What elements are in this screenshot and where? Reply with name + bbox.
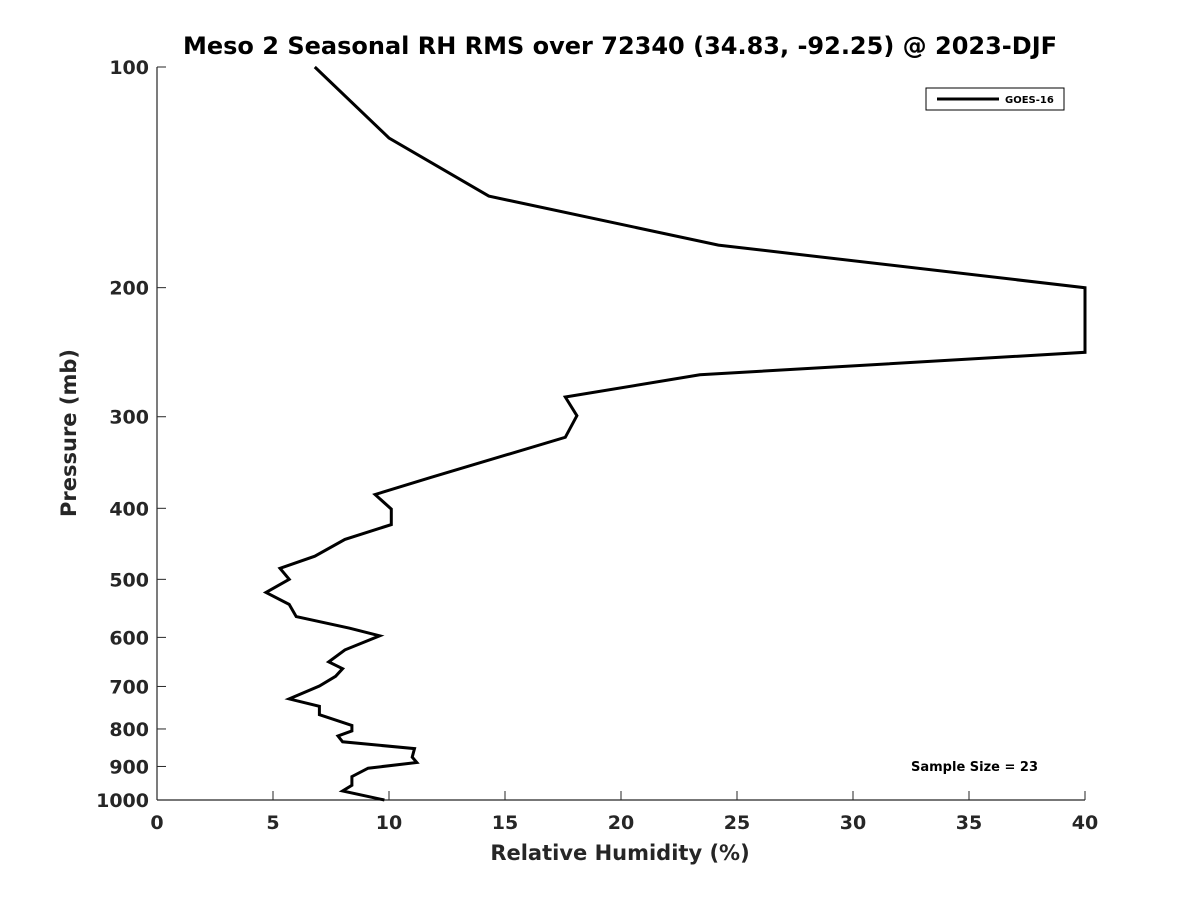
y-tick-label: 700: [109, 676, 149, 698]
y-tick-label: 300: [109, 407, 149, 429]
x-tick-label: 35: [956, 812, 982, 834]
legend-label-goes-16: GOES-16: [1005, 95, 1054, 106]
x-tick-label: 30: [840, 812, 866, 834]
y-tick-label: 400: [109, 498, 149, 520]
y-tick-label: 200: [109, 278, 149, 300]
y-tick-label: 500: [109, 569, 149, 591]
chart-title: Meso 2 Seasonal RH RMS over 72340 (34.83…: [183, 32, 1057, 60]
x-tick-label: 40: [1072, 812, 1098, 834]
x-axis-label: Relative Humidity (%): [490, 841, 749, 865]
sample-size-annotation: Sample Size = 23: [911, 760, 1038, 775]
x-tick-label: 25: [724, 812, 750, 834]
y-tick-label: 900: [109, 756, 149, 778]
y-axis-label: Pressure (mb): [57, 349, 81, 517]
y-tick-label: 100: [109, 57, 149, 79]
y-tick-label: 600: [109, 627, 149, 649]
y-tick-label: 800: [109, 719, 149, 741]
x-tick-label: 15: [492, 812, 518, 834]
series-line-goes-16: [262, 65, 1087, 802]
legend: GOES-16: [925, 87, 1065, 111]
x-tick-label: 0: [150, 812, 163, 834]
x-tick-label: 20: [608, 812, 634, 834]
x-tick-label: 5: [266, 812, 279, 834]
series-layer: [262, 65, 1087, 802]
y-axis-ticks: 100 200 300 400 500 600 700 800 900 1000: [96, 57, 166, 812]
x-tick-label: 10: [376, 812, 402, 834]
x-axis-ticks: 0 5 10 15 20 25 30 35 40: [150, 791, 1098, 834]
y-tick-label: 1000: [96, 790, 149, 812]
